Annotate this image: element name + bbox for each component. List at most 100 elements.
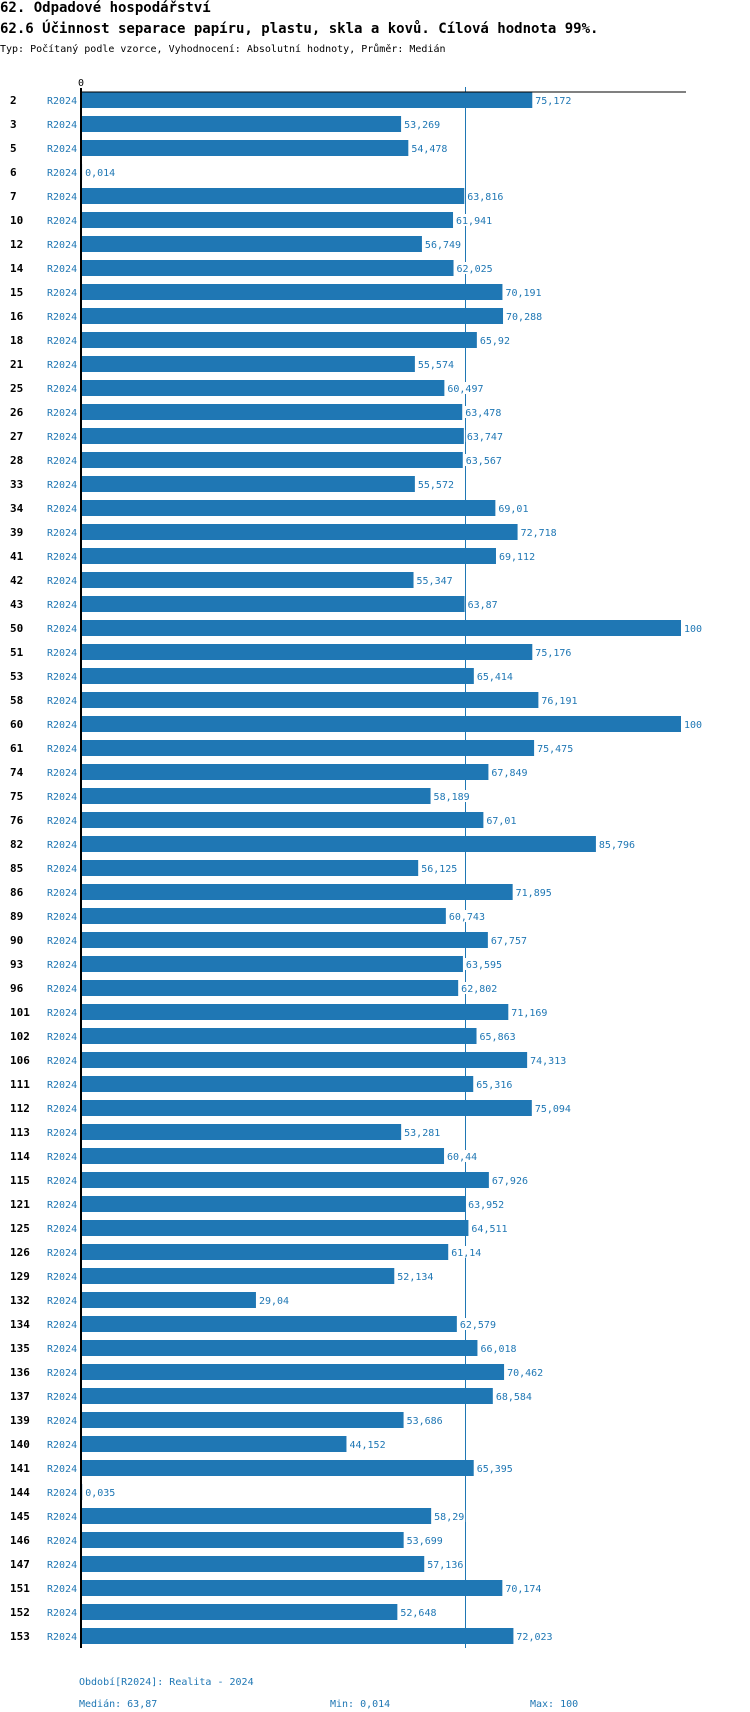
value-label-background	[455, 214, 494, 226]
bar	[82, 1196, 466, 1212]
bar	[82, 716, 681, 732]
series-label: R2024	[47, 1488, 77, 1499]
series-label: R2024	[47, 1152, 77, 1163]
value-label-background	[446, 1150, 479, 1162]
value-label: 61,14	[451, 1248, 481, 1259]
value-label-background	[455, 262, 494, 274]
bar	[82, 188, 465, 204]
series-label: R2024	[47, 1632, 77, 1643]
footer-max: Max: 100	[530, 1699, 578, 1710]
value-label-background	[475, 670, 514, 682]
value-label-background	[464, 454, 503, 466]
category-label: 28	[10, 454, 23, 467]
value-label-background	[683, 718, 703, 730]
bar	[82, 596, 465, 612]
value-label-background	[426, 1558, 465, 1570]
value-label-background	[470, 1222, 509, 1234]
value-label-background	[466, 190, 505, 202]
series-label: R2024	[47, 1296, 77, 1307]
series-label: R2024	[47, 1392, 77, 1403]
value-label-background	[432, 790, 471, 802]
series-label: R2024	[47, 168, 77, 179]
value-label-background	[416, 358, 455, 370]
x-tick-label: 0	[78, 78, 84, 89]
category-label: 61	[10, 742, 24, 755]
bar	[82, 860, 419, 876]
value-label: 62,579	[460, 1320, 496, 1331]
value-label: 65,863	[480, 1032, 516, 1043]
value-label: 62,025	[457, 264, 493, 275]
bar	[82, 1508, 432, 1524]
value-label-background	[475, 1462, 514, 1474]
bar	[82, 908, 446, 924]
bars-group	[82, 92, 681, 1644]
value-label-background	[597, 838, 636, 850]
category-label: 114	[10, 1150, 30, 1163]
value-label: 60,743	[449, 912, 485, 923]
series-label: R2024	[47, 936, 77, 947]
bar	[82, 1292, 256, 1308]
bar	[82, 548, 496, 564]
category-label: 111	[10, 1078, 30, 1091]
series-label: R2024	[47, 1536, 77, 1547]
value-label: 100	[684, 720, 702, 731]
value-label: 67,849	[491, 768, 527, 779]
value-label: 63,747	[467, 432, 503, 443]
category-label: 86	[10, 886, 24, 899]
value-label-background	[490, 766, 529, 778]
series-label: R2024	[47, 456, 77, 467]
category-label: 58	[10, 694, 23, 707]
value-label: 56,125	[421, 864, 457, 875]
bar	[82, 92, 533, 108]
value-label: 55,572	[418, 480, 454, 491]
series-label: R2024	[47, 264, 77, 275]
value-label-background	[405, 1414, 444, 1426]
row-labels-group: 2 R2024 3 R2024 5 R2024 6 R2024 7 R2024 10 R2024 12 R…	[10, 94, 77, 1643]
category-label: 42	[10, 574, 23, 587]
category-label: 41	[10, 550, 24, 563]
bar	[82, 1364, 505, 1380]
value-label-background	[519, 526, 558, 538]
series-label: R2024	[47, 216, 77, 227]
value-label: 62,802	[461, 984, 497, 995]
category-label: 5	[10, 142, 17, 155]
bar	[82, 260, 454, 276]
value-label: 65,395	[477, 1464, 513, 1475]
series-label: R2024	[47, 288, 77, 299]
category-label: 112	[10, 1102, 30, 1115]
bar	[82, 1388, 493, 1404]
value-label: 29,04	[259, 1296, 289, 1307]
value-label-background	[467, 1198, 506, 1210]
series-label: R2024	[47, 1248, 77, 1259]
category-label: 152	[10, 1606, 30, 1619]
value-label-background	[490, 1174, 529, 1186]
category-label: 51	[10, 646, 24, 659]
value-label: 63,952	[468, 1200, 504, 1211]
category-label: 27	[10, 430, 23, 443]
series-label: R2024	[47, 1104, 77, 1115]
value-label-background	[447, 910, 486, 922]
bar	[82, 1604, 398, 1620]
category-label: 6	[10, 166, 17, 179]
series-label: R2024	[47, 624, 77, 635]
series-label: R2024	[47, 552, 77, 563]
value-label: 58,189	[434, 792, 470, 803]
series-label: R2024	[47, 480, 77, 491]
category-label: 12	[10, 238, 23, 251]
bar	[82, 332, 477, 348]
series-label: R2024	[47, 960, 77, 971]
category-label: 153	[10, 1630, 30, 1643]
bar	[82, 1436, 347, 1452]
value-label-background	[505, 310, 544, 322]
series-label: R2024	[47, 600, 77, 611]
value-label: 66,018	[480, 1344, 516, 1355]
value-label: 63,478	[465, 408, 501, 419]
bar	[82, 788, 431, 804]
category-label: 135	[10, 1342, 30, 1355]
value-label: 60,497	[447, 384, 483, 395]
value-label: 54,478	[411, 144, 447, 155]
series-label: R2024	[47, 96, 77, 107]
value-label: 44,152	[349, 1440, 385, 1451]
bar	[82, 1124, 402, 1140]
value-label: 55,574	[418, 360, 454, 371]
